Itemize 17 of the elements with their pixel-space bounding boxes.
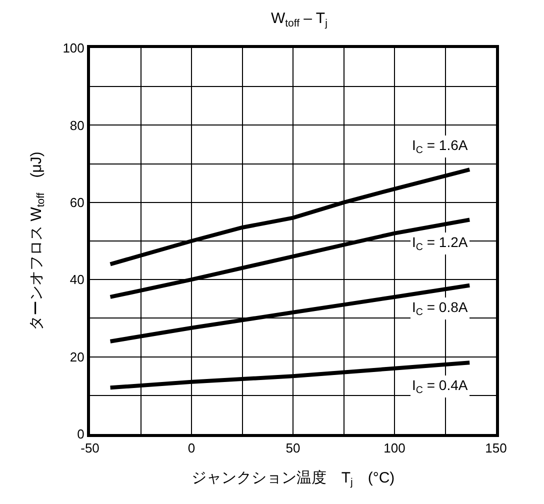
series-label: I$_{C}$ = 1.2A — [412, 234, 468, 253]
chart-title: W$_{toff}$ – T$_{j}$ — [270, 10, 328, 30]
y-tick-label: 20 — [70, 349, 84, 364]
y-tick-label: 40 — [70, 272, 84, 288]
x-tick-label: -50 — [80, 440, 100, 456]
y-tick-label: 0 — [77, 426, 84, 442]
text: ジャンクション温度 T$_{j}$ (°C) — [191, 470, 395, 489]
y-tick-label: 80 — [70, 118, 84, 133]
x-tick-label: 0 — [188, 440, 196, 456]
y-tick-label: 60 — [70, 194, 84, 210]
x-tick-label: 50 — [286, 440, 300, 456]
series-label: I$_{C}$ = 1.6A — [412, 137, 468, 156]
x-tick-label: 150 — [485, 440, 507, 456]
y-tick-label: 100 — [62, 40, 84, 56]
series-label: I$_{C}$ = 0.4A — [412, 377, 468, 396]
series-label: I$_{C}$ = 0.8A — [412, 299, 468, 318]
x-tick-label: 100 — [384, 440, 406, 456]
